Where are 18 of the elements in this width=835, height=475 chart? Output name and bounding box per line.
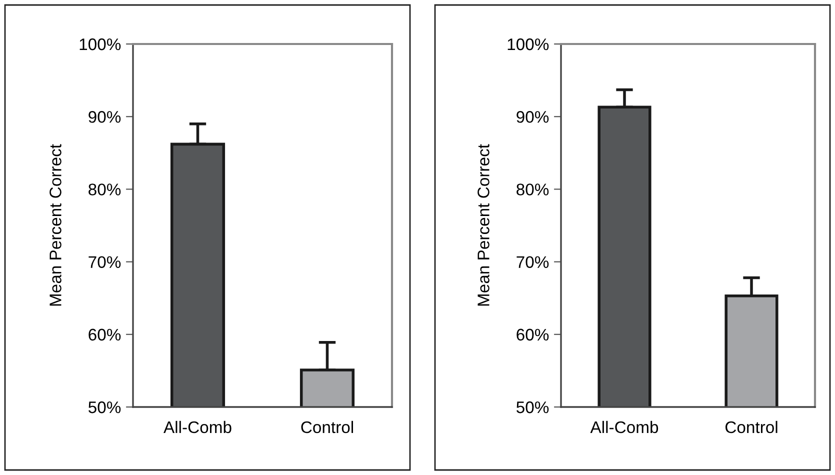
y-tick-label: 70%	[88, 256, 121, 268]
x-tick-label: All-Comb	[590, 420, 658, 434]
y-tick-label: 60%	[88, 328, 121, 341]
y-tick-label: 100%	[508, 38, 549, 50]
y-tick-label: 70%	[516, 256, 549, 268]
y-tick-label: 60%	[516, 328, 549, 341]
y-tick-label: 50%	[516, 401, 549, 414]
x-tick-label: Control	[301, 420, 353, 434]
y-tick-label: 90%	[516, 111, 549, 123]
y-axis-title: Mean Percent Correct	[50, 144, 62, 306]
x-tick-label: Control	[725, 420, 778, 434]
x-tick-label: All-Comb	[164, 420, 232, 434]
y-tick-label: 80%	[88, 184, 121, 196]
y-axis-title: Mean Percent Correct	[478, 144, 490, 306]
y-tick-label: 90%	[88, 111, 121, 123]
y-tick-label: 80%	[516, 184, 549, 196]
y-tick-label: 100%	[80, 38, 121, 50]
y-tick-label: 50%	[88, 401, 121, 414]
